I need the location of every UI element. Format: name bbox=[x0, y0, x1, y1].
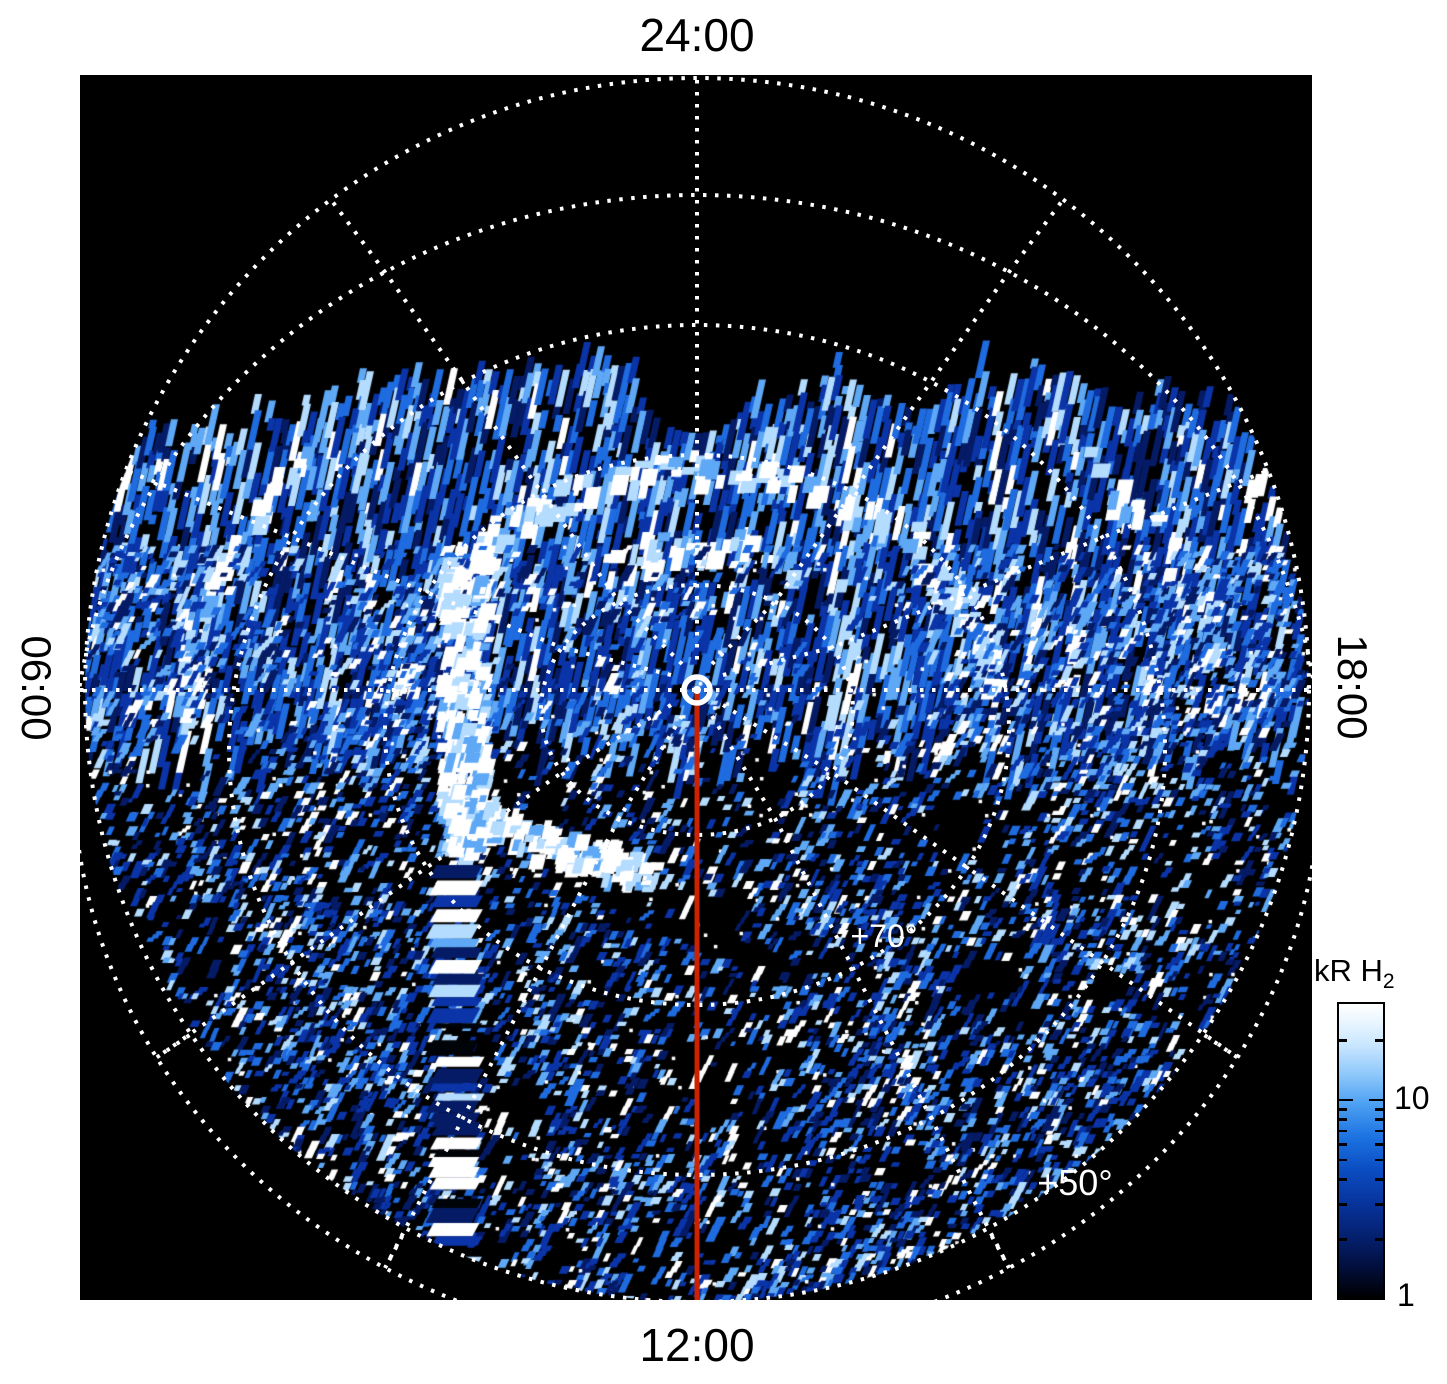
grid-overlay: +70° +50° bbox=[80, 76, 1312, 1300]
colorbar-minor-tick-4 bbox=[1339, 1178, 1347, 1181]
colorbar-minor-tick-8 bbox=[1339, 1118, 1347, 1121]
plot-area: +70° +50° bbox=[80, 75, 1312, 1300]
colorbar-gradient bbox=[1337, 1002, 1385, 1300]
meridian-spoke-240 bbox=[155, 703, 673, 1060]
colorbar-minor-tick-20 bbox=[1339, 1039, 1347, 1042]
meridian-spoke-300 bbox=[124, 468, 672, 677]
local-time-label-midnight: 24:00 bbox=[639, 9, 755, 61]
colorbar-title: kR H2 bbox=[1314, 953, 1395, 994]
meridian-spoke-210 bbox=[383, 714, 684, 1269]
colorbar-major-tick-1 bbox=[1339, 1296, 1353, 1299]
meridian-spoke-60 bbox=[722, 468, 1270, 677]
colorbar-minor-tick-9 bbox=[1339, 1108, 1347, 1111]
colorbar-minor-tick-9 bbox=[1375, 1108, 1383, 1111]
meridian-spoke-30 bbox=[710, 198, 1065, 666]
colorbar-title-main: kR H bbox=[1314, 953, 1383, 988]
colorbar-major-tick-10 bbox=[1369, 1098, 1383, 1102]
graticule-grid bbox=[80, 76, 1312, 1300]
meridian-spoke-150 bbox=[710, 714, 1011, 1269]
colorbar-tick-label-10: 10 bbox=[1394, 1079, 1430, 1116]
colorbar-major-tick-10 bbox=[1339, 1098, 1353, 1102]
meridian-spoke-330 bbox=[329, 198, 684, 666]
colorbar-minor-tick-7 bbox=[1339, 1129, 1347, 1133]
colorbar-minor-tick-7 bbox=[1375, 1129, 1383, 1133]
colorbar-minor-tick-8 bbox=[1375, 1118, 1383, 1121]
colorbar-title-subscript: 2 bbox=[1382, 970, 1395, 994]
colorbar-minor-tick-3 bbox=[1339, 1203, 1347, 1206]
colorbar-minor-tick-2 bbox=[1339, 1238, 1347, 1241]
latitude-label-50: +50° bbox=[1037, 1162, 1112, 1203]
colorbar-minor-tick-6 bbox=[1339, 1143, 1347, 1146]
latitude-circle-70 bbox=[383, 453, 1011, 1007]
pole-marker-dot bbox=[693, 686, 701, 694]
colorbar-minor-tick-5 bbox=[1339, 1158, 1347, 1162]
colorbar-minor-tick-2 bbox=[1375, 1238, 1383, 1241]
meridian-spoke-120 bbox=[721, 703, 1239, 1060]
colorbar-minor-tick-6 bbox=[1375, 1143, 1383, 1146]
local-time-label-noon: 12:00 bbox=[639, 1319, 755, 1371]
colorbar-minor-tick-4 bbox=[1375, 1178, 1383, 1181]
colorbar-tick-label-1: 1 bbox=[1397, 1277, 1415, 1313]
colorbar-major-tick-1 bbox=[1369, 1296, 1383, 1299]
local-time-label-dusk: 18:00 bbox=[1329, 634, 1376, 740]
pole-marker-ring bbox=[681, 674, 713, 706]
latitude-label-70: +70° bbox=[850, 918, 917, 954]
latitude-circle-80 bbox=[539, 583, 855, 837]
colorbar-minor-tick-5 bbox=[1375, 1158, 1383, 1162]
limb-circle bbox=[83, 76, 1311, 1300]
local-time-label-dawn: 06:00 bbox=[13, 635, 60, 741]
colorbar-minor-tick-20 bbox=[1375, 1039, 1383, 1042]
latitude-circle-60 bbox=[227, 323, 1167, 1177]
colorbar-minor-tick-3 bbox=[1375, 1203, 1383, 1206]
